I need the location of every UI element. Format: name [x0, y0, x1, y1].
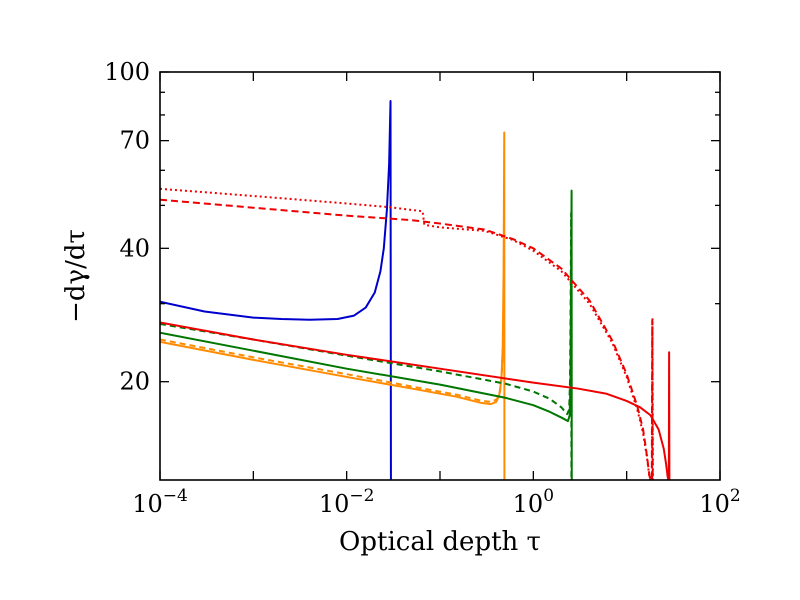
series-line-1 — [160, 131, 506, 480]
y-tick-label: 40 — [119, 234, 150, 262]
ticks-layer — [159, 71, 721, 480]
x-tick-label: 100 — [513, 486, 554, 518]
series-line-4 — [160, 212, 573, 480]
x-tick-labels: 10−4 10−2 100 102 — [132, 486, 740, 518]
series-line-3 — [160, 189, 573, 480]
y-tick-label: 70 — [119, 127, 150, 155]
series-line-7 — [160, 187, 654, 480]
x-tick-label: 10−2 — [319, 486, 375, 518]
series-line-5 — [160, 321, 671, 480]
y-tick-label: 20 — [119, 368, 150, 396]
y-tick-labels: 20 40 70 100 — [104, 58, 150, 396]
x-tick-label: 10−4 — [132, 486, 188, 518]
plot-frame — [159, 71, 721, 481]
x-tick-label: 102 — [699, 486, 740, 518]
series-line-6 — [160, 198, 654, 480]
series-line-0 — [160, 100, 392, 480]
x-axis-label: Optical depth τ — [339, 527, 541, 557]
y-tick-label: 100 — [104, 58, 150, 86]
y-axis-label: −dγ/dτ — [61, 229, 91, 323]
series-layer — [160, 100, 671, 480]
